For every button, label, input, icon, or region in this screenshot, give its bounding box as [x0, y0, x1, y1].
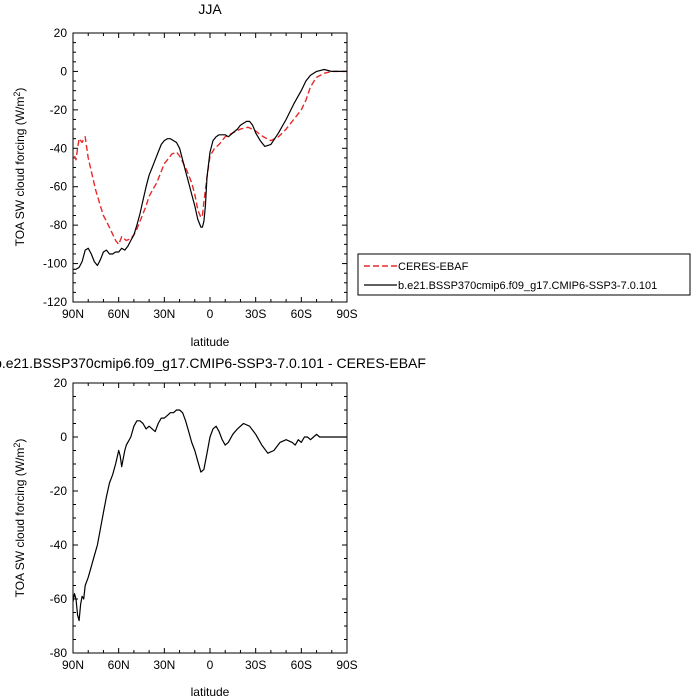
top-ytick-label: 0 [60, 64, 67, 78]
bottom-chart: b.e21.BSSP370cmip6.f09_g17.CMIP6-SSP3-7.… [0, 355, 426, 699]
bottom-ytick-label: -40 [50, 538, 68, 552]
top-ytick-label: -120 [43, 295, 67, 309]
bottom-chart-series [72, 409, 347, 622]
bottom-ytick-label: 20 [54, 376, 68, 390]
legend-label-ceres: CERES-EBAF [398, 261, 469, 273]
bottom-ytick-label: -20 [50, 484, 68, 498]
top-xtick-label: 90N [62, 307, 84, 321]
top-xtick-label: 0 [207, 307, 214, 321]
top-xtick-label: 30N [153, 307, 175, 321]
bottom-chart-ylabel: TOA SW cloud forcing (W/m2) [12, 439, 27, 598]
bottom-xtick-label: 30N [153, 658, 175, 672]
top-ytick-label: 20 [54, 26, 68, 40]
bottom-xtick-label: 60N [108, 658, 130, 672]
top-chart: JJA 90N 60N 30N 0 30S 60S 90S -120 -100 -80 -60 -40… [12, 1, 691, 349]
bottom-xtick-label: 30S [245, 658, 266, 672]
top-ytick-label: -40 [50, 141, 68, 155]
top-series-line-0 [73, 70, 347, 246]
top-xtick-label: 60S [291, 307, 312, 321]
bottom-ytick-label: 0 [60, 430, 67, 444]
top-chart-xlabel: latitude [191, 335, 230, 349]
top-chart-title: JJA [198, 1, 222, 17]
legend-box [357, 253, 691, 296]
top-ytick-label: -20 [50, 103, 68, 117]
bottom-ytick-label: -80 [50, 646, 68, 660]
legend-label-model: b.e21.BSSP370cmip6.f09_g17.CMIP6-SSP3-7.… [398, 280, 657, 292]
legend: CERES-EBAF b.e21.BSSP370cmip6.f09_g17.CM… [357, 253, 691, 296]
top-xtick-label: 30S [245, 307, 266, 321]
top-ytick-label: -60 [50, 180, 68, 194]
bottom-xtick-label: 90N [62, 658, 84, 672]
top-chart-ticks: 90N 60N 30N 0 30S 60S 90S -120 -100 -80 -60 -40 -20 0… [43, 26, 358, 321]
bottom-ytick-label: -60 [50, 592, 68, 606]
top-series-line-1 [73, 68, 347, 270]
bottom-xtick-label: 90S [336, 658, 357, 672]
bottom-xtick-label: 60S [291, 658, 312, 672]
bottom-chart-xlabel: latitude [191, 685, 230, 699]
bottom-chart-title: b.e21.BSSP370cmip6.f09_g17.CMIP6-SSP3-7.… [0, 355, 426, 371]
bottom-chart-frame [72, 382, 348, 654]
bottom-series-line-0 [72, 409, 347, 622]
top-xtick-label: 60N [108, 307, 130, 321]
top-ytick-label: -80 [50, 218, 68, 232]
top-xtick-label: 90S [336, 307, 357, 321]
top-chart-series [73, 68, 347, 270]
top-chart-frame [72, 32, 348, 303]
top-chart-ylabel: TOA SW cloud forcing (W/m2) [12, 88, 27, 247]
bottom-chart-ticks: 90N 60N 30N 0 30S 60S 90S -80 -60 -40 -20 0 20 [50, 376, 358, 672]
top-ytick-label: -100 [43, 257, 67, 271]
bottom-xtick-label: 0 [207, 658, 214, 672]
